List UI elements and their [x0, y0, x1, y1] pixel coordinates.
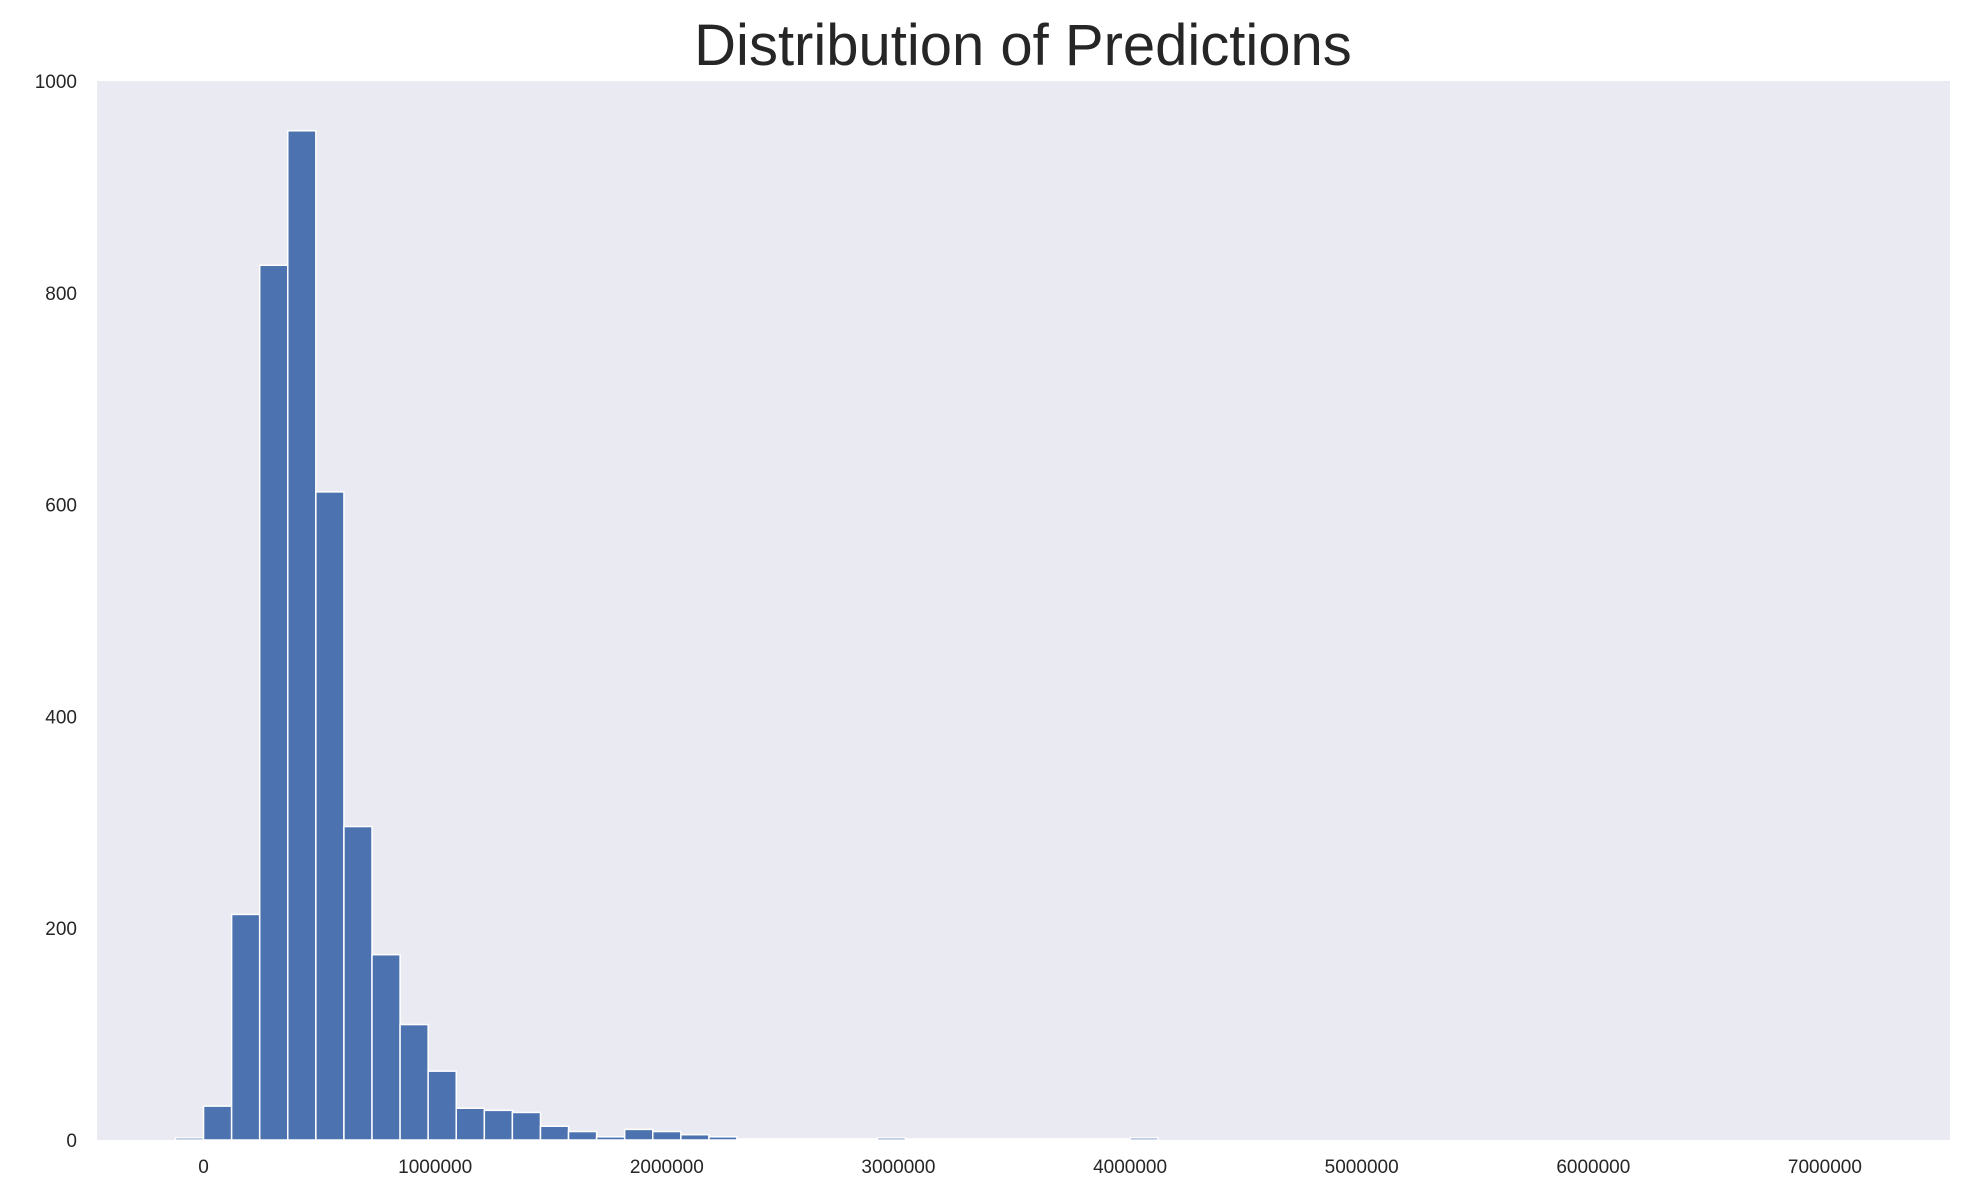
- histogram-bar: [820, 1138, 851, 1141]
- histogram-bar: [230, 913, 261, 1141]
- x-tick-label: 6000000: [1556, 1157, 1630, 1178]
- histogram-bar: [1045, 1138, 1075, 1141]
- histogram-bar: [652, 1130, 682, 1141]
- x-tick-label: 7000000: [1788, 1157, 1862, 1178]
- histogram-bar: [1016, 1138, 1047, 1141]
- x-tick-label: 1000000: [398, 1157, 472, 1178]
- histogram-bar: [708, 1136, 738, 1141]
- histogram-bar: [1101, 1138, 1131, 1141]
- x-tick-label: 5000000: [1325, 1157, 1399, 1178]
- y-tick-label: 600: [45, 496, 77, 517]
- histogram-bar: [932, 1138, 963, 1141]
- histogram-bars: [174, 130, 1159, 1141]
- chart-title: Distribution of Predictions: [694, 13, 1352, 78]
- y-tick-label: 1000: [35, 72, 77, 93]
- x-tick-label: 0: [198, 1157, 209, 1178]
- histogram-bar: [736, 1138, 766, 1141]
- histogram-bar: [1073, 1138, 1103, 1141]
- histogram-bar: [315, 491, 345, 1141]
- histogram-bar: [343, 825, 373, 1141]
- y-axis-tick-labels: 0 200 400 600 800 1000: [35, 72, 77, 1152]
- histogram-bar: [567, 1130, 598, 1141]
- y-tick-label: 200: [45, 919, 77, 940]
- y-tick-label: 400: [45, 707, 77, 728]
- histogram-bar: [258, 264, 289, 1141]
- histogram-bar: [202, 1105, 233, 1141]
- histogram-bar: [539, 1125, 570, 1141]
- histogram-bar: [427, 1070, 457, 1141]
- histogram-bar: [680, 1133, 710, 1141]
- histogram-bar: [371, 953, 401, 1141]
- x-axis-tick-labels: 0 1000000 2000000 3000000 4000000 5000000 6000…: [198, 1157, 1862, 1178]
- histogram-bar: [483, 1109, 514, 1141]
- histogram-bar: [511, 1111, 542, 1141]
- x-tick-label: 4000000: [1093, 1157, 1167, 1178]
- histogram-bar: [1129, 1137, 1159, 1141]
- histogram-bar: [792, 1138, 822, 1141]
- y-tick-label: 0: [66, 1131, 77, 1152]
- histogram-bar: [988, 1138, 1019, 1141]
- histogram-bar: [623, 1128, 654, 1141]
- histogram-bar: [455, 1107, 486, 1141]
- histogram-bar: [287, 130, 317, 1141]
- histogram-bar: [764, 1138, 794, 1141]
- histogram-bar: [595, 1136, 626, 1141]
- histogram-bar: [174, 1137, 205, 1141]
- histogram-bar: [399, 1023, 429, 1141]
- histogram-bar: [848, 1138, 879, 1141]
- x-tick-label: 2000000: [630, 1157, 704, 1178]
- histogram-bar: [904, 1138, 935, 1141]
- y-tick-label: 800: [45, 284, 77, 305]
- x-tick-label: 3000000: [861, 1157, 935, 1178]
- histogram-bar: [876, 1137, 907, 1141]
- histogram-bar: [960, 1138, 991, 1141]
- plot-area-background: [97, 81, 1950, 1140]
